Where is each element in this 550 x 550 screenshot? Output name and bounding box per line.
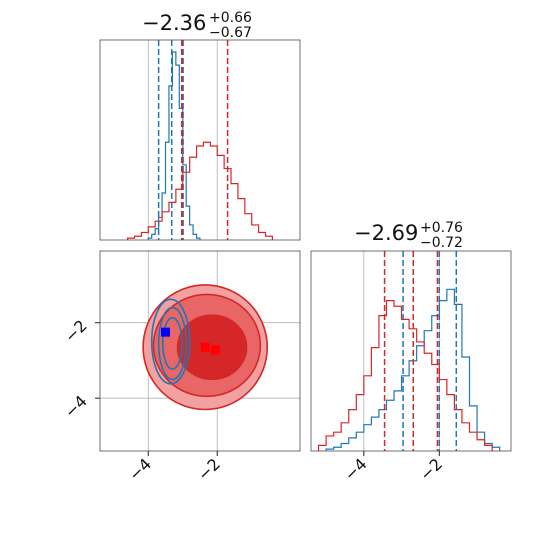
contour-blue-2 [150,298,191,385]
tick-label-joint-y-0: −4 [61,392,91,422]
tick-label-joint-x-1: −2 [194,454,224,484]
joint-panel [99,250,301,452]
title-2-plus: +0.76 [420,220,463,236]
contour-blue-1 [157,306,188,381]
contour-blue-0 [161,316,183,370]
marginal-panel-param-2 [310,250,512,452]
title-1-median: −2.36 [142,11,206,35]
hist-right-red [317,300,493,451]
title-1-plus: +0.66 [209,10,252,26]
hist-top-red [126,141,274,240]
tick-label-right-x-1: −2 [416,454,446,484]
frame-top [99,39,301,241]
title-1-minus: −0.67 [209,25,252,41]
title-2-minus: −0.72 [420,235,463,251]
marginal-panel-param-1 [99,39,301,241]
title-2-median: −2.69 [354,221,418,245]
title-param-2: −2.69 +0.76 −0.72 [354,220,463,251]
title-param-1: −2.36 +0.66 −0.67 [142,10,252,41]
hist-top-blue [147,51,201,240]
frame-right [310,250,512,452]
tick-label-joint-x-0: −4 [125,454,155,484]
tick-label-right-x-0: −4 [341,454,371,484]
tick-label-joint-y-1: −2 [61,316,91,346]
frame-joint [99,250,301,452]
marker-blue [161,327,171,337]
marker-red-0 [200,342,210,352]
marker-red-1 [211,345,221,355]
